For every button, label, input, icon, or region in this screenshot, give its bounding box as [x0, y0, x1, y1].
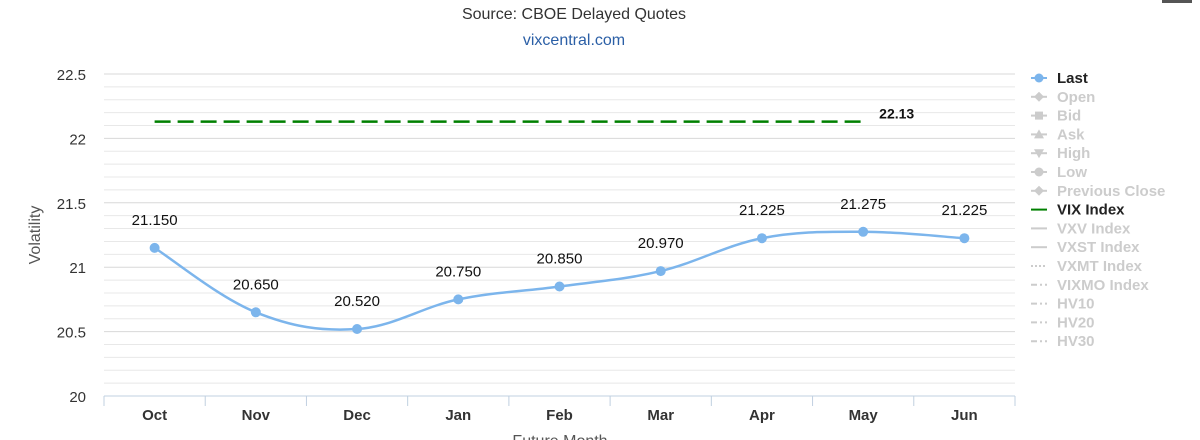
legend-marker-square [1035, 111, 1043, 120]
last-series-data-label: 21.275 [840, 196, 886, 213]
x-tick-label: Jun [951, 407, 978, 424]
last-series-data-label: 21.225 [739, 202, 785, 219]
legend-label: Ask [1057, 126, 1085, 143]
x-axis-title: Future Month [512, 433, 607, 440]
chart-source-text: Source: CBOE Delayed Quotes [461, 6, 687, 23]
legend-item-hv10[interactable]: HV10 [1031, 296, 1095, 313]
legend-item-low[interactable]: Low [1031, 164, 1087, 181]
y-tick-label: 20.5 [57, 325, 86, 342]
chart-site-link[interactable]: vixcentral.com [522, 32, 626, 49]
x-tick-label: Mar [647, 407, 674, 424]
y-tick-label: 21.5 [57, 196, 86, 213]
y-tick-label: 21 [69, 260, 86, 277]
legend-item-ask[interactable]: Ask [1031, 126, 1085, 143]
x-tick-label: Apr [749, 407, 775, 424]
legend-marker-circle [1034, 167, 1044, 177]
legend-marker-circle [1034, 73, 1044, 83]
x-tick-label: Dec [343, 407, 371, 424]
legend-marker-triangle [1034, 129, 1044, 139]
data-labels: 22.13 21.150 20.650 20.520 20.750 20.850 20.97… [132, 106, 988, 310]
legend-label: VXV Index [1057, 220, 1131, 237]
legend-label: High [1057, 145, 1090, 162]
last-series-data-label: 21.225 [941, 202, 987, 219]
legend-item-previous-close[interactable]: Previous Close [1031, 183, 1165, 200]
last-series-point[interactable] [250, 307, 261, 318]
legend-item-vxmt-index[interactable]: VXMT Index [1031, 258, 1143, 275]
legend-label: Bid [1057, 108, 1081, 125]
y-axis-title: Volatility [27, 206, 44, 265]
legend-item-vxv-index[interactable]: VXV Index [1031, 220, 1131, 237]
last-series-point[interactable] [453, 294, 464, 305]
legend-item-hv20[interactable]: HV20 [1031, 314, 1095, 331]
y-tick-label: 20 [69, 389, 86, 406]
y-tick-label: 22.5 [57, 67, 86, 84]
x-tick-label: May [849, 407, 879, 424]
y-tick-label: 22 [69, 131, 86, 148]
x-tick-label: Jan [445, 407, 471, 424]
legend-item-hv30[interactable]: HV30 [1031, 333, 1095, 350]
legend-marker-diamond [1034, 91, 1044, 102]
legend-item-high[interactable]: High [1031, 145, 1090, 162]
legend-item-vixmo-index[interactable]: VIXMO Index [1031, 277, 1149, 294]
legend-label: VXST Index [1057, 239, 1140, 256]
last-series-point[interactable] [352, 324, 363, 335]
last-series-data-label: 20.520 [334, 293, 380, 310]
legend-label: VIX Index [1057, 202, 1125, 219]
series [149, 120, 970, 335]
legend-label: HV30 [1057, 333, 1095, 350]
last-series-data-label: 20.970 [638, 235, 684, 252]
last-series-point[interactable] [149, 242, 160, 253]
last-series-data-label: 20.850 [537, 251, 583, 268]
legend-marker-triangle [1034, 149, 1044, 159]
legend-label: Open [1057, 89, 1095, 106]
legend-item-open[interactable]: Open [1031, 89, 1095, 106]
last-series-point[interactable] [959, 233, 970, 244]
legend-label: Last [1057, 70, 1088, 87]
x-tick-label: Feb [546, 407, 573, 424]
vix-index-label: 22.13 [879, 106, 914, 122]
legend-marker-diamond [1034, 185, 1044, 196]
legend-item-last[interactable]: Last [1031, 70, 1088, 87]
last-series-data-label: 20.750 [435, 263, 481, 280]
axes: 20 20.5 21 21.5 22 22.5 Oct Nov Dec Jan Feb Mar Apr M… [27, 67, 1016, 440]
x-tick-label: Nov [242, 407, 271, 424]
last-series-point[interactable] [655, 266, 666, 277]
menu-indicator [1162, 0, 1192, 3]
legend-label: HV20 [1057, 314, 1095, 331]
legend-label: Low [1057, 164, 1087, 181]
legend-label: VXMT Index [1057, 258, 1143, 275]
legend-label: VIXMO Index [1057, 277, 1149, 294]
last-series-data-label: 20.650 [233, 276, 279, 293]
last-series-data-label: 21.150 [132, 212, 178, 229]
legend-item-vxst-index[interactable]: VXST Index [1031, 239, 1140, 256]
legend-label: HV10 [1057, 296, 1095, 313]
legend-label: Previous Close [1057, 183, 1165, 200]
x-tick-label: Oct [142, 407, 167, 424]
last-series-point[interactable] [858, 226, 869, 237]
last-series-point[interactable] [554, 281, 565, 292]
legend-item-bid[interactable]: Bid [1031, 108, 1081, 125]
last-series-point[interactable] [756, 233, 767, 244]
legend-item-vix-index[interactable]: VIX Index [1031, 202, 1125, 219]
